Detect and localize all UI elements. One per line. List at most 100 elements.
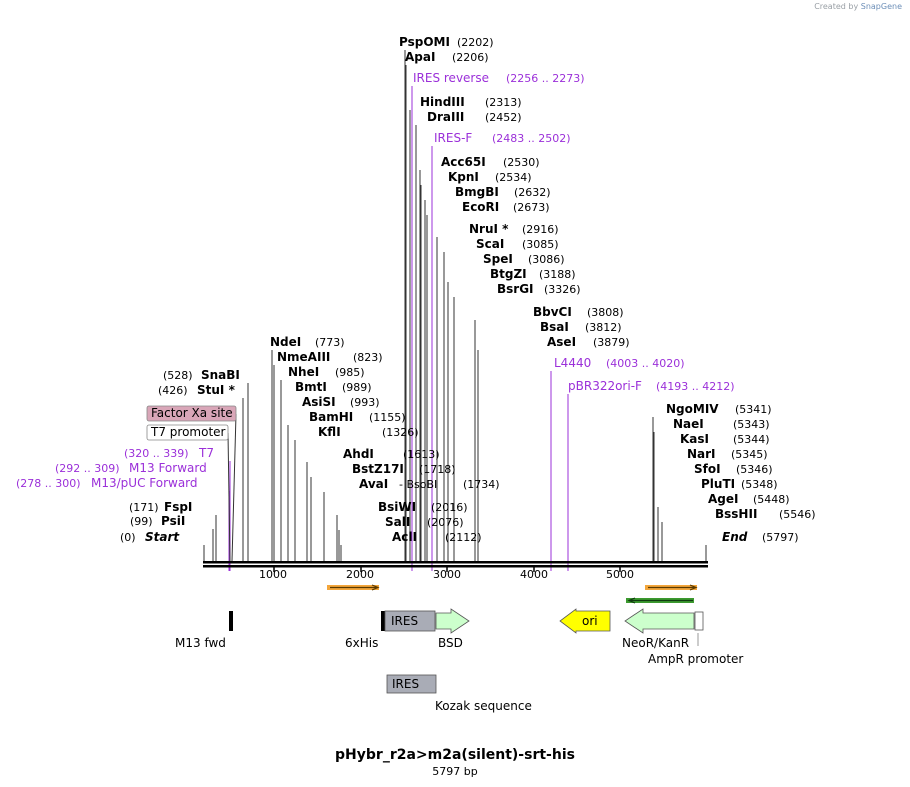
site-ecori: EcoRI (2673) [462, 200, 550, 214]
primer-ires-reverse: IRES reverse (2256 .. 2273) [413, 71, 585, 85]
site-acli: AclI (2112) [392, 530, 482, 544]
svg-text:(292 .. 309): (292 .. 309) [55, 462, 120, 475]
svg-text:(426): (426) [158, 384, 188, 397]
site-position: (2016) [431, 501, 468, 514]
primer-m13-puc-forward: M13/pUC Forward (278 .. 300) [16, 476, 198, 490]
site-name: NruI * [469, 222, 509, 236]
site-name: BssHII [715, 507, 757, 521]
primer-m13-forward: M13 Forward (292 .. 309) [55, 461, 207, 475]
site-position: (3086) [528, 253, 565, 266]
primer-pbr322ori-f: pBR322ori-F (4193 .. 4212) [568, 379, 735, 393]
site-name: AhdI [343, 447, 374, 461]
site-position: (2313) [485, 96, 522, 109]
ruler-label-5000: 5000 [606, 568, 634, 581]
credit-brand: SnapGene [860, 2, 902, 11]
site-nrui: NruI * (2916) [469, 222, 559, 236]
site-position: (1326) [382, 426, 419, 439]
connector-lines [203, 50, 707, 571]
svg-text:pBR322ori-F: pBR322ori-F [568, 379, 642, 393]
svg-text:L4440: L4440 [554, 356, 591, 370]
site-position: (2530) [503, 156, 540, 169]
site-position: (2452) [485, 111, 522, 124]
features [229, 608, 704, 694]
ruler-label-1000: 1000 [259, 568, 287, 581]
site-name: AgeI [708, 492, 738, 506]
site-position: (993) [350, 396, 380, 409]
site-name: KpnI [448, 170, 479, 184]
neor-arrow [624, 608, 695, 634]
site-name: NgoMIV [666, 402, 719, 416]
site-position: (2076) [427, 516, 464, 529]
plasmid-name: pHybr_r2a>m2a(silent)-srt-his [335, 747, 575, 763]
site-position: (5448) [753, 493, 790, 506]
site-name: BamHI [309, 410, 353, 424]
site-bstz17i: BstZ17I (1718) [352, 462, 456, 476]
site-kfli: KflI (1326) [318, 425, 419, 439]
site-name: BtgZI [490, 267, 527, 281]
bsd-arrow [435, 608, 470, 634]
site-position: (989) [342, 381, 372, 394]
left-site-snabi: SnaBI (528) [163, 368, 240, 382]
site-bsrgi: BsrGI (3326) [497, 282, 581, 296]
site-nhei: NheI (985) [288, 365, 365, 379]
svg-text:(99): (99) [130, 515, 153, 528]
left-site-start: Start (0) [120, 530, 180, 544]
factor-xa-label: Factor Xa site [151, 406, 233, 420]
primer-arrows [327, 584, 698, 604]
backbone [203, 561, 708, 572]
site-kasi: KasI (5344) [680, 432, 770, 446]
left-site-stui: StuI * (426) [158, 383, 236, 397]
site-asisi: AsiSI (993) [302, 395, 380, 409]
site-position: (5344) [733, 433, 770, 446]
svg-text:(2483 .. 2502): (2483 .. 2502) [492, 132, 571, 145]
site-name: Acc65I [441, 155, 486, 169]
site-name: AclI [392, 530, 417, 544]
his-mark [381, 611, 385, 631]
ruler-label-4000: 4000 [520, 568, 548, 581]
site-name: AseI [547, 335, 576, 349]
feature-labels: IRES ori IRES M13 fwd 6xHis BSD NeoR/Kan… [175, 614, 743, 713]
site-name: AvaI [359, 477, 388, 491]
svg-text:Start: Start [145, 530, 180, 544]
site-naei: NaeI (5343) [673, 417, 770, 431]
site-position: (2206) [452, 51, 489, 64]
neor-label: NeoR/KanR [622, 636, 689, 650]
his-label: 6xHis [345, 636, 378, 650]
site-name: SalI [385, 515, 410, 529]
svg-text:PsiI: PsiI [161, 514, 185, 528]
site-acc65i: Acc65I (2530) [441, 155, 540, 169]
svg-text:(171): (171) [129, 501, 159, 514]
site-pluti: PluTI (5348) [701, 477, 778, 491]
site-name: DraIII [427, 110, 464, 124]
site-position: (3812) [585, 321, 622, 334]
site-position: (1155) [369, 411, 406, 424]
site-position: (2673) [513, 201, 550, 214]
site-name: ApaI [405, 50, 435, 64]
site-position: (5343) [733, 418, 770, 431]
site-asei: AseI (3879) [547, 335, 630, 349]
site-name: HindIII [420, 95, 465, 109]
svg-text:(1734): (1734) [463, 478, 500, 491]
site-name: SpeI [483, 252, 513, 266]
svg-text:(2256 .. 2273): (2256 .. 2273) [506, 72, 585, 85]
site-position: (2534) [495, 171, 532, 184]
site-name: KflI [318, 425, 341, 439]
site-position: (823) [353, 351, 383, 364]
svg-text:M13/pUC Forward: M13/pUC Forward [91, 476, 198, 490]
site-ngomiv: NgoMIV (5341) [666, 402, 772, 416]
site-kpni: KpnI (2534) [448, 170, 532, 184]
primer-ires-f: IRES-F (2483 .. 2502) [434, 131, 571, 145]
ori-label: ori [582, 614, 598, 628]
ires-block [384, 610, 436, 632]
site-name: PluTI [701, 477, 735, 491]
ruler-label-2000: 2000 [346, 568, 374, 581]
site-name: EcoRI [462, 200, 499, 214]
svg-text:FspI: FspI [164, 500, 192, 514]
site-bsobi-position: (1734) [463, 478, 500, 491]
primer-l4440: L4440 (4003 .. 4020) [554, 356, 685, 370]
site-name: SfoI [694, 462, 721, 476]
site-name: NmeAIII [277, 350, 330, 364]
site-labels: PspOMI (2202)ApaI (2206)HindIII (2313)DraII… [16, 35, 816, 544]
site-name: KasI [680, 432, 709, 446]
